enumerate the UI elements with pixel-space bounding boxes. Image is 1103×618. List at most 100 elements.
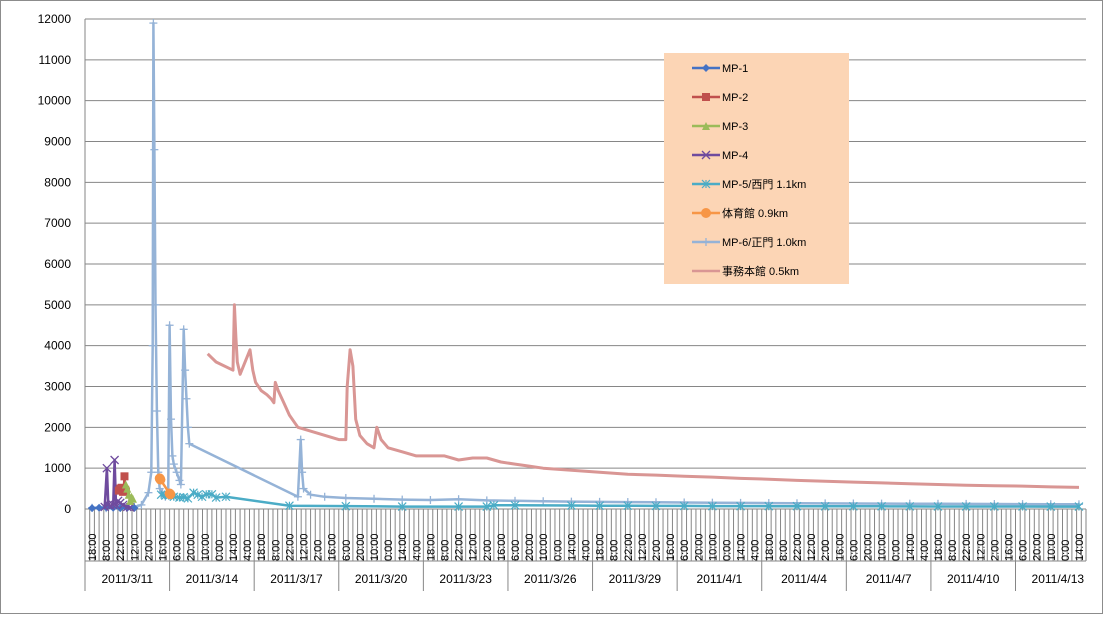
legend-label: MP-2 [722,92,748,104]
legend-label: MP-5/西門 1.1km [722,178,806,191]
x-tick-label: 0:00 [721,540,733,561]
legend-label: MP-3 [722,121,748,133]
data-point [172,468,181,477]
x-tick-label: 18:00 [425,533,437,561]
data-point [341,501,351,511]
x-tick-label: 12:00 [806,533,818,561]
x-tick-label: 20:00 [355,533,367,561]
x-tick-label: 18:00 [595,533,607,561]
data-point [454,502,464,511]
legend: MP-1 MP-2 MP-3 MP-4 MP-5/西門 1.1km 体育館 0.9km MP… [664,53,849,284]
gridlines [85,18,1086,510]
x-tick-label: 2:00 [651,540,663,561]
data-point [179,325,188,334]
series-line [206,303,1080,489]
data-point [193,490,203,500]
x-tick-label: 22:00 [792,533,804,561]
data-point [702,93,710,101]
data-point [454,495,463,504]
x-tick-label: 22:00 [454,533,466,561]
data-point [341,493,350,502]
y-tick-label: 11000 [39,53,72,67]
y-tick-label: 9000 [44,135,71,149]
series-6 [154,473,176,500]
x-tick-label: 14:00 [566,533,578,561]
x-tick-label: 18:00 [256,533,268,561]
data-point [120,472,129,481]
x-tick-label: 4:00 [411,540,423,561]
x-tick-label: 4:00 [750,540,762,561]
x-tick-label: 12:00 [299,533,311,561]
series-8 [206,303,1080,489]
x-tick-label: 2:00 [313,540,325,561]
data-point [848,501,858,511]
x-tick-label: 20:00 [186,533,198,561]
x-date-label: 2011/3/23 [439,572,492,586]
data-point [169,460,178,469]
data-point [764,501,774,511]
x-tick-label: 22:00 [284,533,296,561]
data-point [296,435,305,444]
data-point [110,455,120,465]
legend-item: MP-5/西門 1.1km [692,178,806,191]
data-point [651,501,661,511]
x-tick-label: 14:00 [736,533,748,561]
data-point [285,501,294,511]
data-point [370,494,379,503]
x-tick-label: 6:00 [848,540,860,561]
data-point [623,501,633,511]
x-date-label: 2011/3/11 [101,572,153,586]
x-tick-label: 8:00 [778,540,790,561]
x-tick-label: 22:00 [623,533,635,561]
series-lines [88,19,1084,513]
data-point [123,484,132,493]
x-tick-label: 2:00 [482,540,494,561]
x-tick-label: 20:00 [862,533,874,561]
x-tick-label: 2:00 [989,540,1001,561]
data-point [702,64,710,72]
x-tick-label: 6:00 [1018,540,1030,561]
x-tick-label: 16:00 [834,533,846,561]
y-tick-label: 4000 [44,339,71,353]
x-date-label: 2011/4/13 [1032,572,1085,586]
legend-item: MP-1 [692,63,748,75]
x-tick-label: 14:00 [397,533,409,561]
x-date-label: 2011/3/26 [524,572,577,586]
x-tick-label: 16:00 [158,533,170,561]
data-point [510,500,520,510]
legend-label: 事務本館 0.5km [722,264,799,278]
data-point [792,501,802,511]
x-tick-label: 10:00 [200,533,212,561]
data-point [128,494,137,503]
legend-item: 体育館 0.9km [692,206,788,220]
data-point [118,500,128,510]
data-point [566,501,576,510]
x-tick-label: 14:00 [228,533,240,561]
data-point [1018,502,1027,511]
data-point [989,502,999,511]
x-tick-label: 14:00 [1074,533,1086,561]
data-point [151,300,160,309]
data-point [148,341,157,350]
x-date-label: 2011/3/29 [609,572,662,586]
x-date-label: 2011/4/1 [697,572,743,586]
data-point [299,484,308,493]
data-point [147,468,156,477]
x-date-label: 2011/3/14 [186,572,239,586]
data-point [189,488,198,498]
data-point [175,476,184,485]
data-point [155,484,164,493]
data-point [1074,502,1084,511]
x-tick-label: 6:00 [341,540,353,561]
x-tick-label: 6:00 [679,540,691,561]
x-tick-label: 4:00 [242,540,254,561]
legend-label: MP-1 [722,63,748,75]
y-tick-label: 7000 [44,216,71,230]
data-point [702,122,710,130]
x-tick-label: 4:00 [581,540,593,561]
data-point [211,493,221,502]
data-point [88,504,97,513]
x-tick-label: 16:00 [496,533,508,561]
